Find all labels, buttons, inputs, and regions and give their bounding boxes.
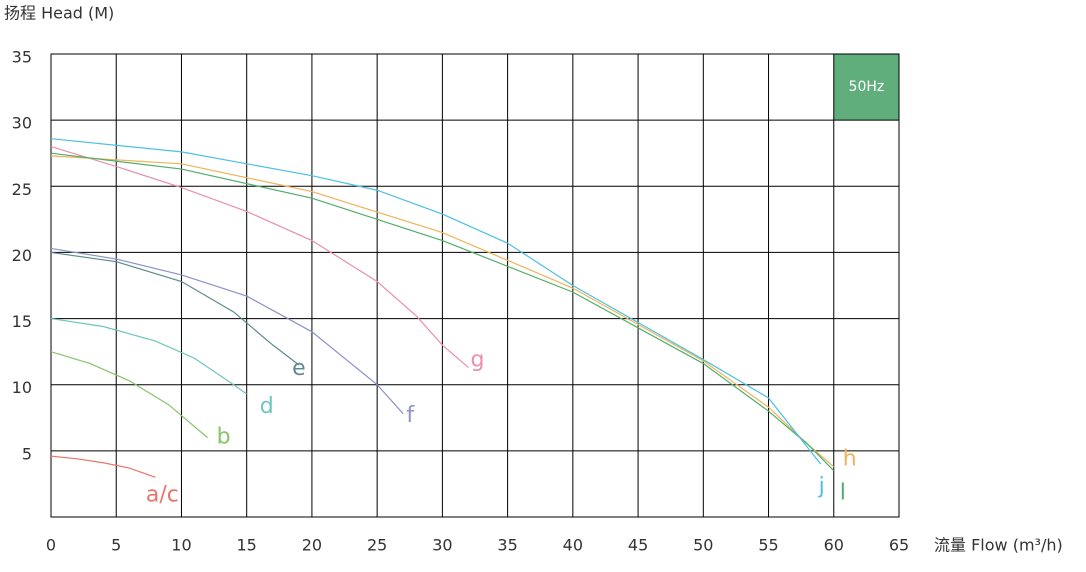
x-tick-label: 10 [171, 536, 191, 555]
x-tick-label: 25 [367, 536, 387, 555]
curve-label: l [840, 481, 846, 506]
curve-label: d [260, 394, 274, 419]
x-tick-label: 5 [111, 536, 121, 555]
x-tick-label: 65 [889, 536, 909, 555]
x-tick-label: 50 [693, 536, 713, 555]
annotation-box [833, 54, 899, 121]
curve-label: j [818, 474, 825, 499]
curve [50, 351, 208, 439]
curve [50, 138, 822, 465]
y-tick-label: 15 [12, 312, 32, 331]
x-tick-label: 40 [563, 536, 583, 555]
y-tick-label: 5 [22, 444, 32, 463]
curve [50, 146, 469, 368]
x-axis-title: 流量 Flow (m³/h) [934, 536, 1063, 555]
curve-label: g [470, 348, 484, 373]
x-tick-label: 60 [824, 536, 844, 555]
curve-label: e [292, 356, 306, 381]
curve [50, 455, 156, 478]
plot-frame [50, 53, 900, 518]
curve-label: a/c [146, 482, 179, 507]
x-tick-label: 20 [302, 536, 322, 555]
x-tick-label: 15 [237, 536, 257, 555]
y-tick-label: 10 [12, 378, 32, 397]
curve [50, 251, 300, 366]
y-tick-label: 35 [12, 48, 32, 67]
x-tick-label: 35 [497, 536, 517, 555]
y-tick-label: 30 [12, 114, 32, 133]
curve-label: b [217, 425, 231, 450]
x-tick-label: 45 [628, 536, 648, 555]
curve-label: f [406, 403, 415, 428]
annotation: 50Hz [849, 79, 885, 95]
x-tick-label: 30 [432, 536, 452, 555]
curve-label: h [843, 447, 857, 472]
curve [50, 317, 248, 395]
x-tick-label: 55 [758, 536, 778, 555]
y-axis-title: 扬程 Head (M) [4, 4, 114, 23]
curve [50, 247, 404, 415]
y-tick-label: 20 [12, 246, 32, 265]
x-tick-label: 0 [46, 536, 56, 555]
curve [50, 152, 835, 472]
y-tick-label: 25 [12, 180, 32, 199]
